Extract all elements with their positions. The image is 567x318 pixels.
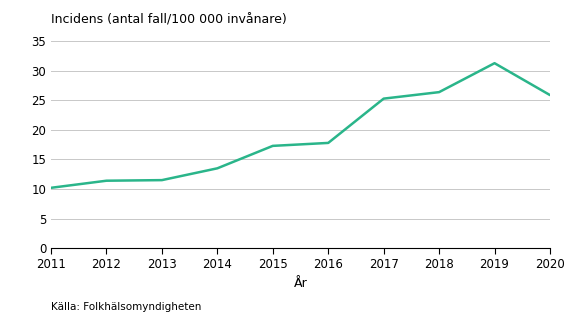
Text: Källa: Folkhälsomyndigheten: Källa: Folkhälsomyndigheten [51,302,201,312]
X-axis label: År: År [294,277,307,290]
Text: Incidens (antal fall/100 000 invånare): Incidens (antal fall/100 000 invånare) [51,14,287,27]
